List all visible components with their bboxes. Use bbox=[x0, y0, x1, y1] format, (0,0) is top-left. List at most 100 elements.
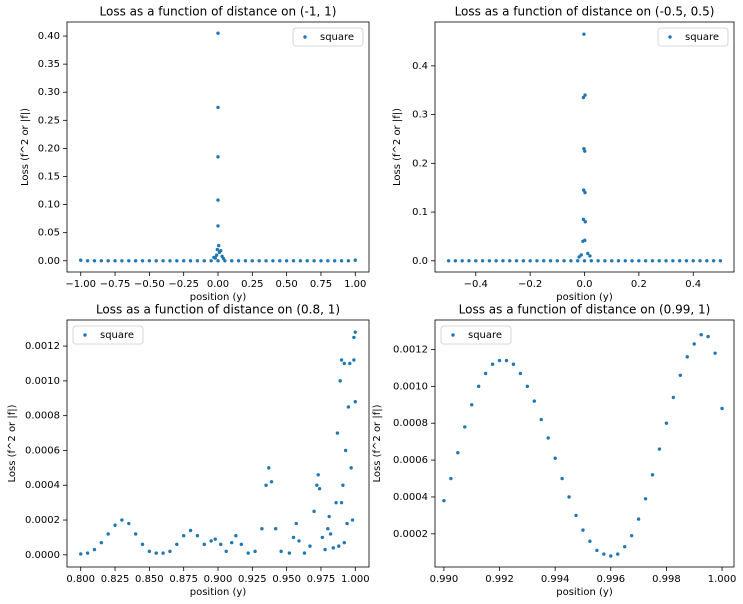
point bbox=[297, 539, 301, 543]
x-tick-label: −1.00 bbox=[65, 279, 96, 290]
point bbox=[643, 259, 648, 263]
y-tick-label: 0.0008 bbox=[393, 418, 428, 429]
point bbox=[583, 238, 587, 243]
point bbox=[518, 371, 523, 376]
point bbox=[579, 253, 583, 257]
x-tick-label: 0.850 bbox=[135, 574, 164, 585]
point bbox=[511, 362, 516, 366]
point bbox=[718, 259, 723, 263]
y-tick-label: 0.2 bbox=[412, 158, 428, 169]
x-tick-label: 1.000 bbox=[341, 574, 370, 585]
point bbox=[583, 220, 588, 224]
point bbox=[253, 549, 257, 554]
point bbox=[352, 335, 356, 340]
point bbox=[569, 259, 573, 263]
point bbox=[195, 259, 200, 263]
y-tick-label: 0.30 bbox=[38, 87, 60, 98]
y-tick-label: 0.35 bbox=[38, 59, 60, 70]
y-tick-label: 0.3 bbox=[412, 110, 428, 121]
y-tick-label: 0.0010 bbox=[393, 381, 428, 392]
y-tick-label: 0.20 bbox=[38, 143, 60, 154]
point bbox=[213, 537, 217, 541]
x-axis-label: position (y) bbox=[190, 587, 247, 598]
axes-frame bbox=[66, 21, 370, 273]
point bbox=[629, 533, 634, 538]
y-tick-label: 0.0010 bbox=[25, 376, 60, 387]
point bbox=[711, 259, 716, 263]
point bbox=[699, 333, 703, 337]
point bbox=[341, 483, 345, 487]
point bbox=[535, 259, 539, 263]
point bbox=[202, 542, 206, 547]
point bbox=[99, 259, 104, 263]
point bbox=[230, 540, 234, 545]
x-tick-label: 0.994 bbox=[541, 574, 570, 585]
point bbox=[264, 259, 268, 263]
point bbox=[120, 518, 124, 522]
point bbox=[317, 487, 322, 491]
axes-frame bbox=[66, 319, 370, 568]
point bbox=[332, 259, 337, 263]
point bbox=[79, 258, 83, 262]
point bbox=[181, 533, 186, 538]
point bbox=[470, 403, 474, 407]
subplot-title: Loss as a function of distance on (0.8, … bbox=[96, 303, 340, 317]
point bbox=[331, 546, 336, 550]
y-axis-label: Loss (f^2 or |f|) bbox=[7, 404, 18, 482]
point bbox=[342, 540, 346, 545]
point bbox=[553, 456, 557, 460]
point bbox=[264, 483, 268, 487]
point bbox=[161, 259, 165, 263]
point bbox=[339, 259, 344, 263]
point bbox=[698, 259, 702, 263]
x-tick-label: 0.25 bbox=[241, 279, 263, 290]
point bbox=[346, 405, 351, 409]
point bbox=[308, 544, 312, 548]
point bbox=[338, 379, 342, 383]
y-tick-label: 0.0012 bbox=[25, 341, 60, 352]
point bbox=[532, 399, 536, 403]
point bbox=[643, 497, 648, 501]
point bbox=[339, 358, 344, 362]
point bbox=[188, 259, 193, 263]
point bbox=[508, 259, 512, 263]
point bbox=[706, 334, 710, 339]
point bbox=[273, 527, 278, 531]
point bbox=[637, 259, 641, 263]
point bbox=[106, 259, 110, 263]
point bbox=[576, 259, 580, 263]
point bbox=[339, 500, 344, 505]
point bbox=[720, 406, 724, 411]
point bbox=[560, 476, 564, 481]
point bbox=[92, 259, 97, 263]
point bbox=[315, 483, 319, 487]
point bbox=[113, 259, 117, 263]
x-tick-label: −0.4 bbox=[464, 279, 488, 290]
point bbox=[335, 431, 340, 435]
point bbox=[609, 259, 614, 263]
point bbox=[542, 259, 546, 263]
point bbox=[456, 451, 460, 455]
point bbox=[583, 149, 587, 153]
point bbox=[243, 259, 248, 263]
point bbox=[504, 358, 509, 363]
x-tick-label: 0.990 bbox=[430, 574, 459, 585]
point bbox=[334, 500, 338, 505]
point bbox=[548, 259, 553, 263]
subplot-title: Loss as a function of distance on (0.99,… bbox=[459, 303, 711, 317]
y-tick-label: 0.05 bbox=[38, 228, 60, 239]
point bbox=[326, 527, 330, 531]
y-tick-label: 0.10 bbox=[38, 200, 60, 211]
point bbox=[490, 362, 495, 366]
x-tick-label: 0.992 bbox=[485, 574, 514, 585]
point bbox=[596, 259, 600, 263]
point bbox=[140, 542, 145, 547]
point bbox=[269, 480, 274, 484]
point bbox=[657, 259, 661, 263]
y-tick-label: 0.0004 bbox=[25, 480, 60, 491]
point bbox=[350, 518, 355, 522]
point bbox=[555, 259, 560, 263]
point bbox=[603, 259, 607, 263]
point bbox=[483, 371, 488, 376]
x-tick-label: 1.000 bbox=[708, 574, 737, 585]
